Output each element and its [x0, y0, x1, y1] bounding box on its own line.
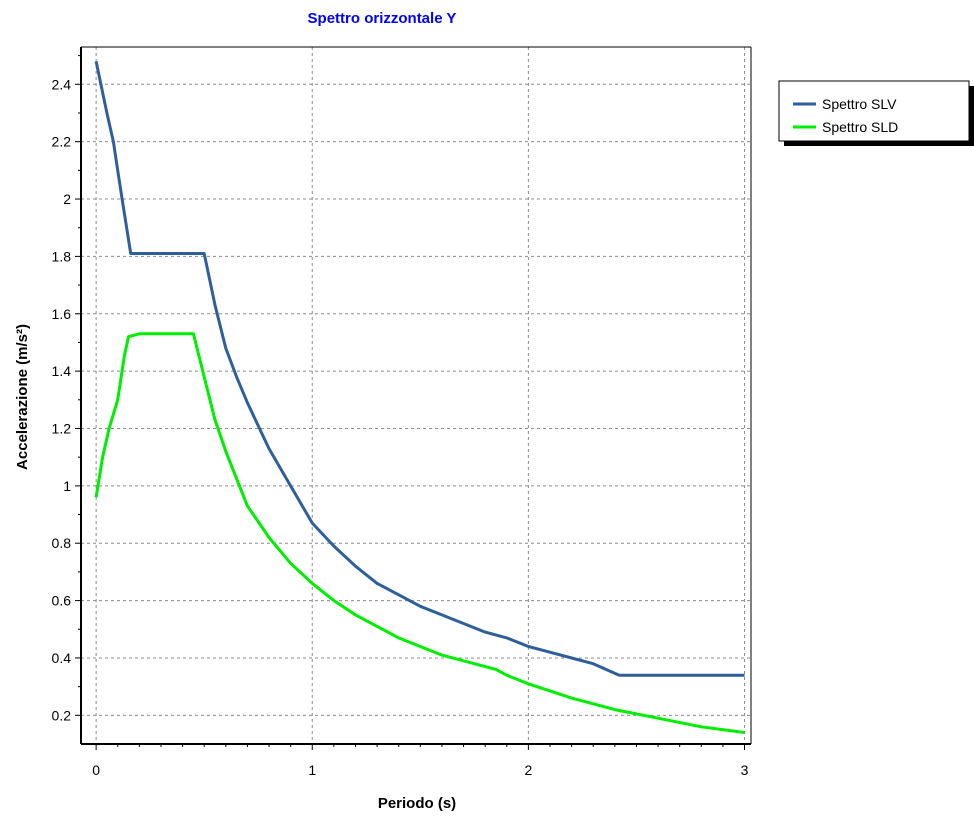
x-tick-label: 1: [308, 762, 316, 778]
y-tick-label: 2.2: [52, 134, 72, 150]
y-tick-label: 2.4: [52, 76, 72, 92]
axes: [80, 46, 752, 745]
y-tick-label: 0.4: [52, 650, 72, 666]
x-tick-label: 2: [524, 762, 532, 778]
legend-box: [778, 80, 970, 142]
y-tick-label: 2: [63, 191, 71, 207]
x-axis-title: Periodo (s): [378, 795, 456, 812]
x-axis-ticks: 0 1 2 3: [92, 744, 749, 778]
y-tick-label: 0.8: [52, 535, 72, 551]
legend: Spettro SLV Spettro SLD: [778, 80, 974, 146]
grid-lines: [81, 47, 751, 744]
y-tick-label: 1.2: [52, 420, 72, 436]
series-line-1: [94, 332, 745, 734]
y-axis-title: Accelerazione (m/s²): [14, 324, 31, 470]
x-tick-label: 3: [741, 762, 749, 778]
y-tick-label: 1.4: [52, 363, 72, 379]
y-axis-ticks: 0.2 0.4 0.6 0.8 1 1.2 1.4 1.6 1.8 2 2.2 2.4: [52, 55, 81, 723]
y-tick-label: 1.8: [52, 248, 72, 264]
y-tick-label: 0.2: [52, 707, 72, 723]
y-tick-label: 1: [63, 478, 71, 494]
chart-title: Spettro orizzontale Y: [308, 10, 457, 27]
legend-label-1: Spettro SLD: [822, 119, 898, 135]
legend-label-0: Spettro SLV: [822, 96, 897, 112]
y-tick-label: 1.6: [52, 306, 72, 322]
series-layer: [94, 60, 745, 734]
x-tick-label: 0: [92, 762, 100, 778]
series-line-0: [94, 60, 745, 677]
y-tick-label: 0.6: [52, 593, 72, 609]
